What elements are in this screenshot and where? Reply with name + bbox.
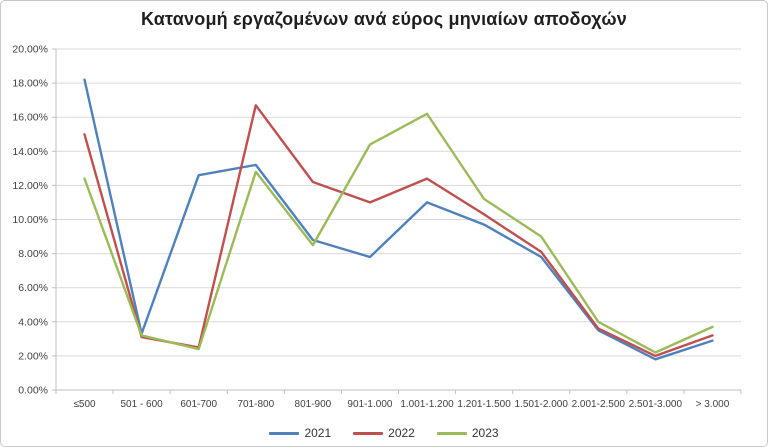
x-category-label: 901-1.000 (347, 399, 392, 410)
legend-label-2023: 2023 (471, 426, 499, 440)
y-tick-label: 16.00% (12, 112, 48, 124)
legend-swatch-2023 (436, 431, 467, 435)
legend-item-2021: 2021 (269, 426, 331, 440)
legend-item-2023: 2023 (436, 426, 499, 440)
x-category-label: 2.501-3.000 (629, 399, 683, 410)
legend-label-2022: 2022 (388, 426, 415, 440)
y-tick-label: 0.00% (18, 385, 48, 397)
x-category-label: 1.001-1.200 (400, 399, 454, 410)
x-category-label: ≤500 (73, 399, 96, 410)
x-category-label: > 3.000 (696, 399, 730, 410)
x-category-label: 801-900 (295, 399, 332, 410)
legend-item-2022: 2022 (353, 426, 415, 440)
series-line-2021 (83, 78, 714, 361)
y-tick-label: 2.00% (18, 350, 48, 362)
y-tick-label: 18.00% (12, 78, 48, 90)
series-line-2023 (83, 112, 714, 354)
y-tick-label: 8.00% (18, 248, 48, 260)
x-category-label: 2.001-2.500 (572, 399, 626, 410)
x-category-label: 1.201-1.500 (457, 399, 511, 410)
y-tick-label: 14.00% (12, 146, 48, 158)
chart-legend: 2021 2022 2023 (1, 426, 767, 440)
y-tick-label: 10.00% (12, 214, 48, 226)
legend-label-2021: 2021 (304, 426, 332, 440)
y-tick-label: 6.00% (18, 282, 48, 294)
y-tick-label: 4.00% (18, 316, 48, 328)
legend-swatch-2021 (269, 431, 300, 435)
x-category-label: 601-700 (180, 399, 217, 410)
y-tick-label: 12.00% (12, 180, 48, 192)
x-category-label: 1.501-2.000 (515, 399, 569, 410)
legend-swatch-2022 (353, 431, 384, 435)
y-tick-label: 20.00% (12, 44, 48, 56)
x-category-label: 701-800 (237, 399, 274, 410)
x-category-label: 501 - 600 (120, 399, 163, 410)
chart-title: Κατανομή εργαζομένων ανά εύρος μηνιαίων … (140, 9, 627, 29)
